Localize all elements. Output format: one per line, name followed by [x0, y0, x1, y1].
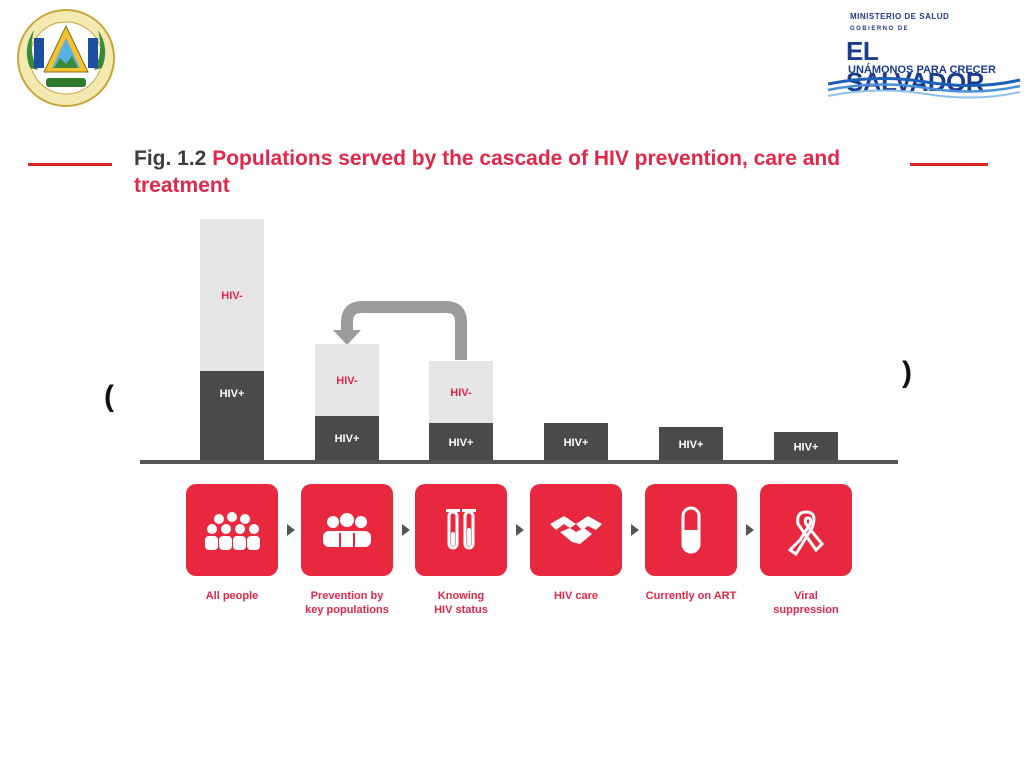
background-glyph-right: ): [902, 356, 912, 389]
handshake-icon: [550, 516, 602, 544]
step-label-line: key populations: [305, 604, 389, 616]
bar-label-hiv-positive: HIV+: [335, 433, 360, 445]
step-arrow-icon: [402, 524, 410, 536]
step-tile: [415, 484, 507, 576]
bar-hiv-negative: [429, 361, 493, 423]
bar-label-hiv-negative: HIV-: [336, 375, 358, 387]
bar-label-hiv-positive: HIV+: [679, 439, 704, 451]
bar-hiv-positive: [659, 427, 723, 461]
bar-hiv-positive: [429, 423, 493, 461]
bar-hiv-negative: [200, 219, 264, 371]
step-label-line: Prevention by: [310, 590, 384, 602]
feedback-arrow: [341, 301, 467, 360]
step-label-line: suppression: [773, 604, 839, 616]
step-label: Currently on ART: [636, 589, 746, 603]
key-population-icon: [323, 513, 371, 547]
bar-label-hiv-positive: HIV+: [220, 388, 245, 400]
bar-label-hiv-positive: HIV+: [794, 442, 819, 454]
motto-text: UNÁMONOS PARA CRECER: [848, 64, 996, 76]
figure-number: Fig. 1.2: [134, 147, 207, 170]
cascade-bar-chart: HIV- HIV+ HIV- HIV+ HIV- HIV+ HIV+ HIV+ HIV+: [140, 219, 898, 464]
step-label-line: HIV status: [434, 604, 488, 616]
step-label: HIV care: [521, 589, 631, 603]
step-arrow-icon: [287, 524, 295, 536]
step-arrow-icon: [746, 524, 754, 536]
bar-hiv-positive: [544, 423, 608, 461]
step-label-line: Knowing: [437, 590, 485, 602]
government-logo: MINISTERIO DE SALUD GOBIERNO DE EL SALVA…: [826, 8, 1022, 100]
bar-hiv-positive: [200, 371, 264, 461]
red-ribbon-icon: [787, 510, 825, 557]
bar-hiv-positive: [315, 416, 379, 461]
step-label: Prevention by key populations: [292, 589, 402, 617]
step-label-line: Viral: [794, 590, 818, 602]
pill-capsule-icon: [681, 506, 701, 554]
right-red-rule: [910, 163, 988, 166]
step-tile: [760, 484, 852, 576]
figure-title: Fig. 1.2 Populations served by the casca…: [134, 145, 874, 199]
step-arrow-icon: [516, 524, 524, 536]
step-label: Knowing HIV status: [406, 589, 516, 617]
step-label-line: Currently on ART: [645, 590, 737, 602]
bar-hiv-negative: [315, 344, 379, 416]
bar-label-hiv-negative: HIV-: [221, 290, 243, 302]
bar-label-hiv-negative: HIV-: [450, 387, 472, 399]
bar-label-hiv-positive: HIV+: [564, 437, 589, 449]
step-label: All people: [177, 589, 287, 603]
step-arrow-icon: [631, 524, 639, 536]
step-tile: [645, 484, 737, 576]
background-glyph-left: (: [104, 380, 114, 413]
ministry-label: MINISTERIO DE SALUD: [850, 12, 950, 21]
step-label-line: All people: [205, 590, 259, 602]
x-axis-baseline: [140, 460, 898, 464]
el-salvador-seal: [8, 8, 126, 108]
step-label: Viral suppression: [751, 589, 861, 617]
left-red-rule: [28, 163, 112, 166]
people-group-icon: [205, 512, 260, 550]
test-tubes-icon: [446, 509, 476, 550]
step-tile: [186, 484, 278, 576]
feedback-arrow-head: [333, 330, 361, 345]
step-tile: [301, 484, 393, 576]
step-tile: [530, 484, 622, 576]
bar-hiv-positive: [774, 432, 838, 461]
step-label-line: HIV care: [553, 590, 599, 602]
figure-title-text: Populations served by the cascade of HIV…: [134, 147, 841, 197]
bar-label-hiv-positive: HIV+: [449, 437, 474, 449]
wave-graphic: [827, 76, 1021, 99]
gobierno-label: GOBIERNO DE: [850, 26, 910, 32]
